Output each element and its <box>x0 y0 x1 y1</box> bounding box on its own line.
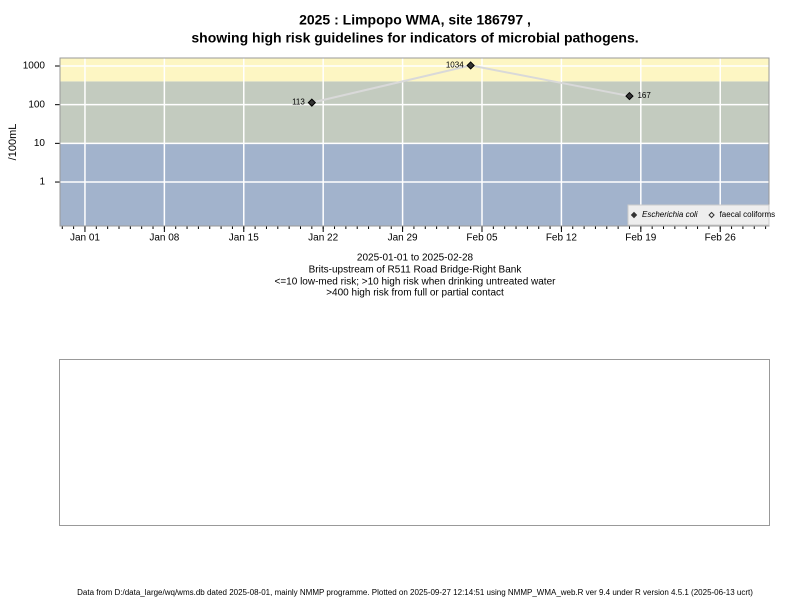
risk-band <box>60 81 769 144</box>
data-point <box>625 91 634 101</box>
x-tick-label: Feb 12 <box>546 233 578 244</box>
data-point <box>307 98 317 107</box>
data-label: 1034 <box>446 61 464 70</box>
y-tick-label: 1000 <box>23 61 46 72</box>
legend-label: Escherichia coli <box>642 210 698 219</box>
chart-title: showing high risk guidelines for indicat… <box>191 30 638 46</box>
x-tick-label: Feb 26 <box>705 233 737 244</box>
y-tick-label: 100 <box>28 99 45 110</box>
footer: Data from D:/data_large/wq/wms.db dated … <box>77 588 753 597</box>
x-axis-note: <=10 low-med risk; >10 high risk when dr… <box>275 277 557 288</box>
y-tick-label: 10 <box>34 138 46 149</box>
legend-symbol <box>630 211 638 219</box>
x-tick-label: Feb 05 <box>466 233 498 244</box>
x-axis-note: >400 high risk from full or partial cont… <box>326 288 504 299</box>
x-axis-note: 2025-01-01 to 2025-02-28 <box>357 253 474 264</box>
y-tick-label: 1 <box>39 177 45 188</box>
empty-panel <box>59 359 770 526</box>
x-tick-label: Jan 01 <box>70 233 100 244</box>
x-tick-label: Jan 15 <box>229 233 259 244</box>
x-axis-note: Brits-upstream of R511 Road Bridge-Right… <box>309 265 523 276</box>
x-tick-label: Feb 19 <box>625 233 657 244</box>
legend-symbol <box>708 211 715 219</box>
chart-title: 2025 : Limpopo WMA, site 186797 , <box>299 12 531 28</box>
y-axis-label: /100mL <box>7 124 19 161</box>
risk-band <box>60 58 769 82</box>
x-tick-label: Jan 08 <box>149 233 179 244</box>
data-label: 167 <box>637 91 651 100</box>
x-tick-label: Jan 29 <box>388 233 418 244</box>
legend-box <box>627 204 770 226</box>
data-label: 113 <box>292 98 305 107</box>
plot-frame <box>59 57 770 227</box>
data-point <box>466 61 475 70</box>
legend-label: faecal coliforms <box>720 210 776 219</box>
x-tick-label: Jan 22 <box>308 233 338 244</box>
